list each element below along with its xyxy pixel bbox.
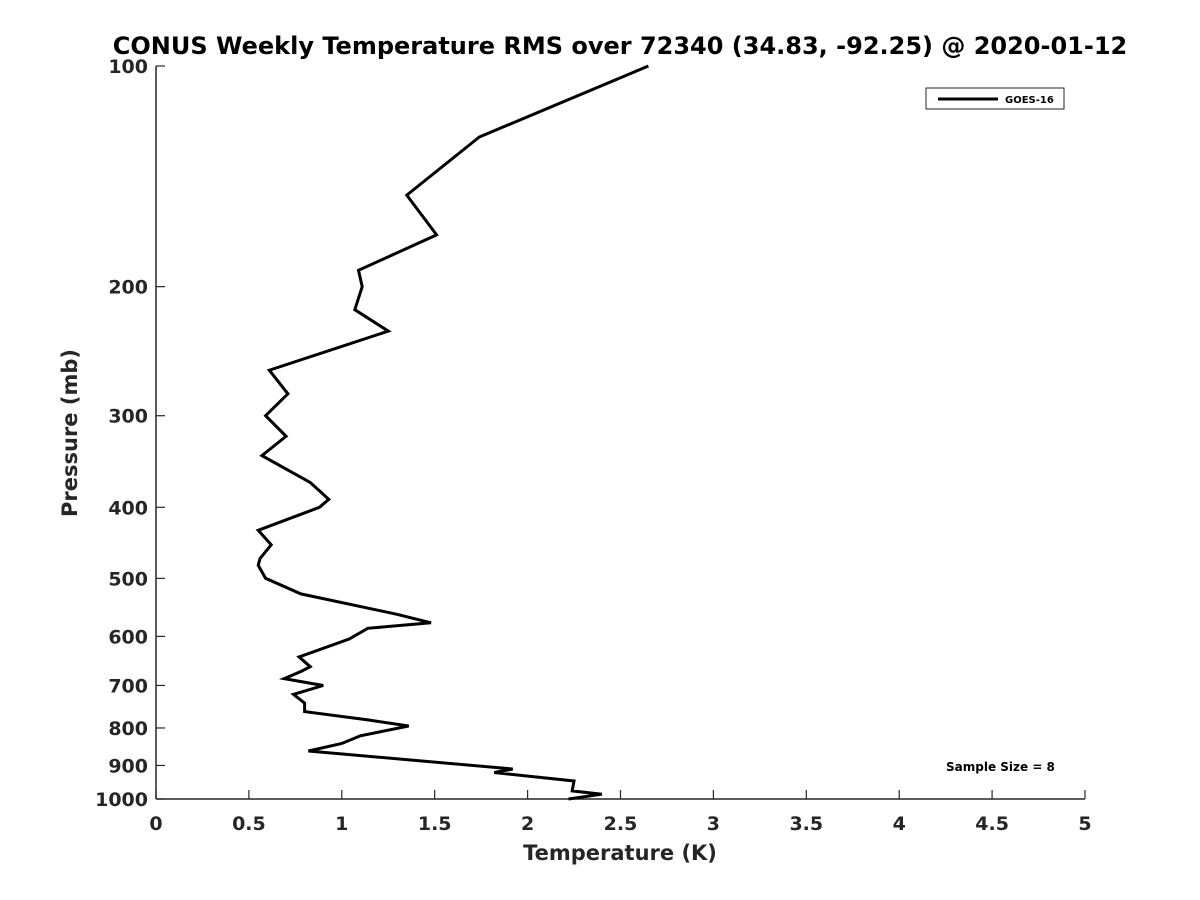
plot-axes [155,66,1085,800]
y-tick-label: 600 [108,626,148,648]
x-tick-label: 4.5 [975,813,1009,835]
y-tick-label: 500 [108,568,148,590]
legend-label: GOES-16 [1005,95,1054,106]
y-tick-label: 100 [108,56,148,78]
x-tick-label: 1.5 [418,813,452,835]
y-tick-label: 800 [108,718,148,740]
y-tick-label: 400 [108,497,148,519]
y-tick-label: 900 [108,755,148,777]
x-tick-label: 2 [521,813,534,835]
x-tick-label: 0 [149,813,162,835]
x-tick-label: 1 [335,813,348,835]
series-line-1 [255,64,649,801]
x-tick-label: 2.5 [604,813,638,835]
y-axis-ticks: 100 200 300 400 500 600 700 800 900 1000 [95,56,165,811]
y-axis-label: Pressure (mb) [58,349,82,517]
x-tick-label: 4 [893,813,906,835]
series-lines [255,64,649,801]
sample-size-annotation: Sample Size = 8 [946,760,1055,774]
x-tick-label: 5 [1078,813,1091,835]
x-tick-label: 3.5 [789,813,823,835]
y-tick-label: 1000 [95,789,148,811]
x-tick-label: 3 [707,813,720,835]
y-tick-label: 300 [108,406,148,428]
y-tick-label: 200 [108,277,148,299]
x-tick-label: 0.5 [232,813,266,835]
x-axis-label: Temperature (K) [523,841,717,865]
x-axis-ticks: 0 0.5 1 1.5 2 2.5 3 3.5 4 4.5 5 [149,790,1092,835]
y-tick-label: 700 [108,675,148,697]
chart-title: CONUS Weekly Temperature RMS over 72340 … [113,32,1127,60]
legend: GOES-16 [925,87,1065,110]
